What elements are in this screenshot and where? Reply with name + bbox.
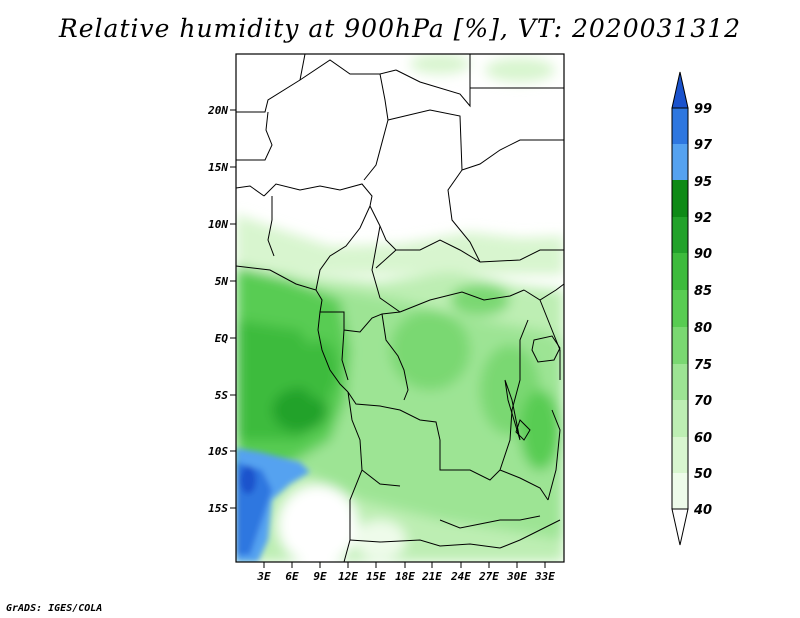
- colorbar-top-arrow: [671, 71, 689, 109]
- map-title: Relative humidity at 900hPa [%], VT: 202…: [58, 14, 742, 43]
- colorbar-label: 90: [694, 247, 712, 262]
- colorbar-label: 40: [693, 503, 712, 518]
- colorbar-label: 92: [694, 211, 712, 226]
- colorbar-segment: [672, 364, 688, 400]
- colorbar-label: 99: [694, 102, 712, 117]
- colorbar-label: 97: [694, 138, 713, 153]
- colorbar-bottom-arrow: [671, 508, 689, 546]
- lat-label: 15S: [208, 502, 228, 515]
- lat-label: 5S: [215, 389, 229, 402]
- colorbar-segment: [672, 327, 688, 364]
- colorbar: 99 97 95 92 90 85 80 75 70 60 50 40: [671, 71, 713, 546]
- lon-label: 30E: [506, 570, 527, 583]
- colorbar-label: 75: [694, 358, 712, 373]
- colorbar-segment: [672, 437, 688, 473]
- lat-ticks: [230, 109, 236, 509]
- lon-label: 33E: [534, 570, 555, 583]
- country-borders: [236, 54, 564, 562]
- lon-label: 24E: [450, 570, 471, 583]
- colorbar-segment: [672, 253, 688, 290]
- colorbar-label: 70: [694, 394, 712, 409]
- humidity-field: [236, 54, 564, 562]
- grads-credit: GrADS: IGES/COLA: [6, 603, 103, 614]
- lon-label: 6E: [285, 570, 299, 583]
- colorbar-segment: [672, 400, 688, 437]
- colorbar-segment: [672, 180, 688, 217]
- colorbar-segment: [672, 290, 688, 327]
- lon-label: 15E: [366, 570, 386, 583]
- colorbar-segment: [672, 473, 688, 509]
- colorbar-label: 85: [694, 284, 712, 299]
- lon-label: 18E: [395, 570, 415, 583]
- colorbar-segment: [672, 217, 688, 253]
- colorbar-label: 80: [694, 321, 712, 336]
- lon-ticks: [263, 562, 546, 568]
- colorbar-segment: [672, 144, 688, 180]
- lat-label: 10S: [208, 445, 228, 458]
- lat-label: EQ: [215, 332, 229, 345]
- colorbar-segment: [672, 108, 688, 144]
- colorbar-label: 50: [694, 467, 712, 482]
- lon-label: 3E: [256, 570, 271, 583]
- lat-labels: 20N 15N 10N 5N EQ 5S 10S 15S: [207, 104, 228, 515]
- colorbar-label: 95: [694, 175, 712, 190]
- lon-label: 9E: [313, 570, 327, 583]
- plot-frame: [235, 53, 565, 563]
- lon-label: 21E: [421, 570, 442, 583]
- lon-labels: 3E 6E 9E 12E 15E 18E 21E 24E 27E 30E 33E: [256, 570, 555, 583]
- lat-label: 10N: [208, 218, 228, 231]
- lon-label: 12E: [338, 570, 358, 583]
- colorbar-label: 60: [694, 431, 712, 446]
- lat-label: 15N: [208, 161, 228, 174]
- lon-label: 27E: [478, 570, 499, 583]
- lat-label: 20N: [207, 104, 228, 117]
- lat-label: 5N: [215, 275, 229, 288]
